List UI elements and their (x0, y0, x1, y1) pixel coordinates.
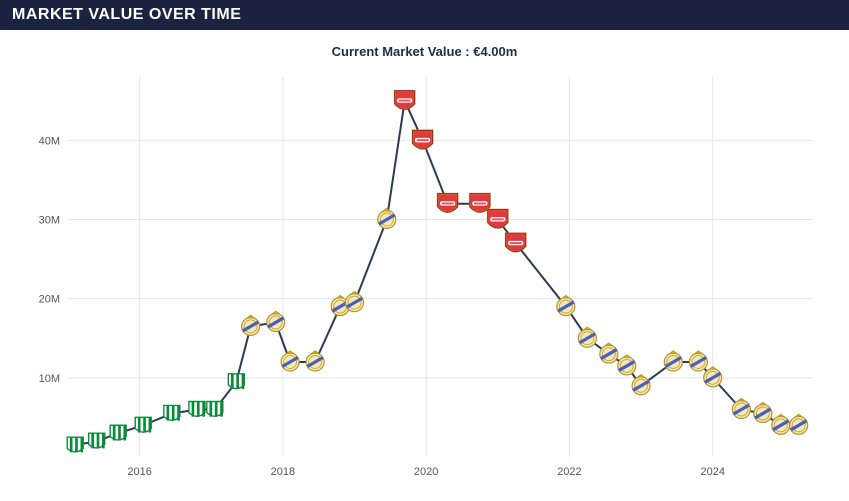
svg-text:20M: 20M (39, 294, 60, 306)
data-point-betis[interactable] (189, 402, 205, 417)
data-point-arsenal[interactable] (413, 130, 433, 149)
chart-subtitle: Current Market Value : €4.00m (0, 44, 849, 59)
data-point-arsenal[interactable] (470, 194, 490, 213)
svg-text:10M: 10M (39, 373, 60, 385)
data-point-arsenal[interactable] (506, 233, 526, 252)
data-point-arsenal[interactable] (395, 91, 415, 110)
svg-text:2016: 2016 (127, 466, 151, 478)
svg-text:2022: 2022 (557, 466, 581, 478)
chart-title: MARKET VALUE OVER TIME (12, 6, 241, 23)
data-point-betis[interactable] (228, 374, 244, 389)
data-point-arsenal[interactable] (488, 210, 508, 229)
chart-title-bar: MARKET VALUE OVER TIME (0, 0, 849, 30)
data-point-betis[interactable] (164, 405, 180, 420)
data-point-arsenal[interactable] (438, 194, 458, 213)
svg-text:30M: 30M (39, 215, 60, 227)
data-point-betis[interactable] (110, 425, 126, 440)
data-point-betis[interactable] (135, 417, 151, 432)
chart-container: 10M 20M 30M 40M 2016 2018 2020 2022 2024 (0, 59, 849, 497)
market-value-line-chart: 10M 20M 30M 40M 2016 2018 2020 2022 2024 (22, 67, 827, 487)
data-point-betis[interactable] (207, 402, 223, 417)
data-point-betis[interactable] (67, 437, 83, 452)
data-point-betis[interactable] (89, 433, 105, 448)
svg-text:2018: 2018 (271, 466, 295, 478)
svg-text:40M: 40M (39, 135, 60, 147)
svg-text:2024: 2024 (700, 466, 724, 478)
svg-text:2020: 2020 (414, 466, 438, 478)
